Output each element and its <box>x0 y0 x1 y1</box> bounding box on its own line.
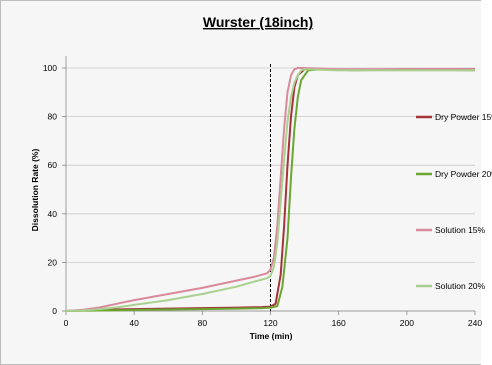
y-tick-label-0: 0 <box>52 306 57 316</box>
series-line-4 <box>65 68 475 312</box>
x-axis-title: Time (min) <box>250 331 293 341</box>
x-tick-label-240: 240 <box>468 318 482 328</box>
legend-label-1: Dry Powder 15% <box>435 112 492 122</box>
x-tick-label-80: 80 <box>198 318 208 328</box>
y-tick-label-40: 40 <box>48 209 58 219</box>
legend-label-3: Solution 15% <box>435 225 486 235</box>
y-tick-label-100: 100 <box>43 63 57 73</box>
series-lines <box>65 67 476 312</box>
legend-label-2: Dry Powder 20% <box>435 169 492 179</box>
page-edge <box>481 0 492 365</box>
chart-frame <box>0 0 482 365</box>
x-tick-label-0: 0 <box>64 318 69 328</box>
y-axis-title: Dissolution Rate (%) <box>30 149 40 232</box>
series-line-3 <box>65 67 475 312</box>
legend: Dry Powder 15% Dry Powder 20% Solution 15%… <box>416 112 492 291</box>
x-tick-label-160: 160 <box>332 318 346 328</box>
x-tick-label-40: 40 <box>129 318 139 328</box>
legend-label-4: Solution 20% <box>435 281 486 291</box>
y-tick-label-80: 80 <box>48 112 58 122</box>
x-tick-label-200: 200 <box>400 318 414 328</box>
chart-title: Wurster (18inch) <box>203 14 313 30</box>
x-tick-label-120: 120 <box>263 318 277 328</box>
y-tick-label-20: 20 <box>48 257 58 267</box>
y-tick-label-60: 60 <box>48 160 58 170</box>
tick-labels: 0 40 80 120 160 200 240 0 20 40 60 80 100 <box>43 63 483 328</box>
